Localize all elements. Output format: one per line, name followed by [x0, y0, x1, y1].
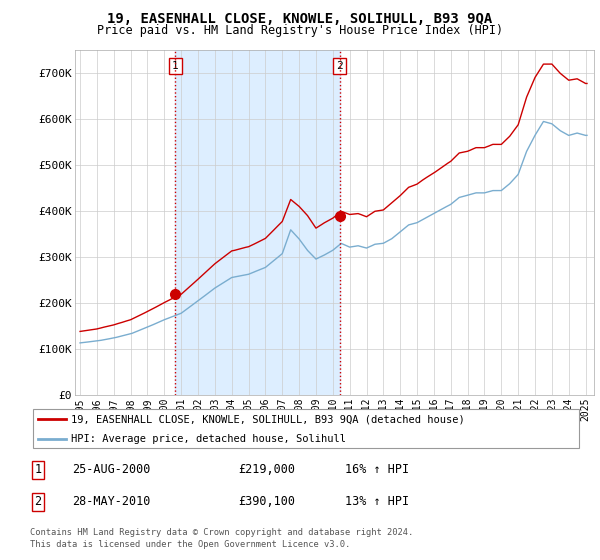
- Text: Contains HM Land Registry data © Crown copyright and database right 2024.: Contains HM Land Registry data © Crown c…: [30, 528, 413, 537]
- Text: £390,100: £390,100: [238, 496, 295, 508]
- Text: This data is licensed under the Open Government Licence v3.0.: This data is licensed under the Open Gov…: [30, 540, 350, 549]
- Text: 19, EASENHALL CLOSE, KNOWLE, SOLIHULL, B93 9QA: 19, EASENHALL CLOSE, KNOWLE, SOLIHULL, B…: [107, 12, 493, 26]
- Text: 16% ↑ HPI: 16% ↑ HPI: [346, 464, 410, 477]
- Text: 2: 2: [337, 61, 343, 71]
- Text: 2: 2: [35, 496, 41, 508]
- Bar: [175, 50, 340, 395]
- Text: 1: 1: [172, 61, 179, 71]
- Text: HPI: Average price, detached house, Solihull: HPI: Average price, detached house, Soli…: [71, 434, 346, 444]
- Text: Price paid vs. HM Land Registry's House Price Index (HPI): Price paid vs. HM Land Registry's House …: [97, 24, 503, 37]
- Text: 1: 1: [35, 464, 41, 477]
- FancyBboxPatch shape: [33, 409, 579, 448]
- Text: 19, EASENHALL CLOSE, KNOWLE, SOLIHULL, B93 9QA (detached house): 19, EASENHALL CLOSE, KNOWLE, SOLIHULL, B…: [71, 414, 465, 424]
- Text: £219,000: £219,000: [238, 464, 295, 477]
- Text: 25-AUG-2000: 25-AUG-2000: [72, 464, 151, 477]
- Text: 28-MAY-2010: 28-MAY-2010: [72, 496, 151, 508]
- Text: 13% ↑ HPI: 13% ↑ HPI: [346, 496, 410, 508]
